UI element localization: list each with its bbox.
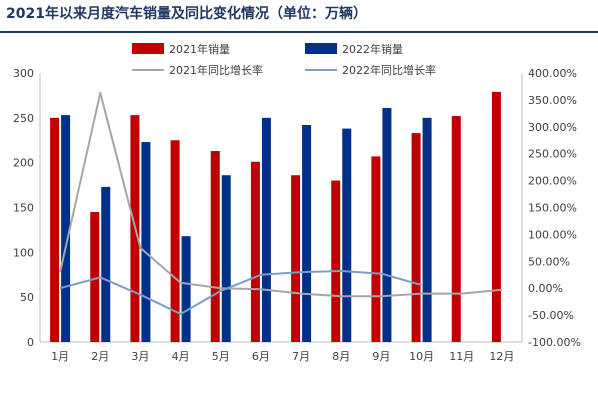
y-right-tick-label: 250.00% <box>528 148 577 161</box>
bar-2022 <box>261 117 271 342</box>
y-right-tick-label: 400.00% <box>528 67 577 80</box>
x-tick-label: 2月 <box>91 350 109 363</box>
title-divider <box>0 31 598 33</box>
y-right-tick-label: 50.00% <box>528 255 570 268</box>
legend-label: 2022年销量 <box>342 42 403 56</box>
y-right-tick-label: 300.00% <box>528 121 577 134</box>
y-right-tick-label: 100.00% <box>528 228 577 241</box>
chart-title: 2021年以来月度汽车销量及同比变化情况（单位：万辆） <box>6 6 367 22</box>
y-right-tick-label: 350.00% <box>528 94 577 107</box>
x-tick-label: 6月 <box>252 350 270 363</box>
bar-2022 <box>101 186 111 342</box>
bar-2022 <box>221 175 231 342</box>
y-left-tick-label: 250 <box>13 112 34 125</box>
y-right-tick-label: -50.00% <box>528 309 574 322</box>
y-right-tick-label: 0.00% <box>528 282 563 295</box>
bar-2022 <box>382 107 392 342</box>
bar-2021 <box>291 175 301 342</box>
legend-swatch-bar <box>305 43 337 54</box>
bar-2022 <box>342 128 352 342</box>
series-line-2021-growth <box>59 91 502 298</box>
y-left-tick-label: 100 <box>13 246 34 259</box>
series-line-2022-growth <box>59 270 422 315</box>
y-right-tick-label: -100.00% <box>528 336 581 349</box>
bar-2021 <box>451 116 461 342</box>
bar-2021 <box>250 161 260 342</box>
bar-2021 <box>371 156 381 342</box>
x-tick-label: 1月 <box>51 350 69 363</box>
x-tick-label: 3月 <box>131 350 149 363</box>
bar-2021 <box>411 133 421 342</box>
legend-label: 2021年同比增长率 <box>169 63 263 77</box>
x-tick-label: 9月 <box>372 350 390 363</box>
y-left-tick-label: 0 <box>27 336 34 349</box>
x-tick-label: 11月 <box>449 350 474 363</box>
y-right-tick-label: 200.00% <box>528 175 577 188</box>
bar-2021 <box>331 180 341 342</box>
y-left-tick-label: 150 <box>13 202 34 215</box>
x-tick-label: 12月 <box>489 350 514 363</box>
legend-label: 2021年销量 <box>169 42 230 56</box>
x-tick-label: 5月 <box>212 350 230 363</box>
y-left-tick-label: 300 <box>13 67 34 80</box>
bar-2021 <box>50 117 60 342</box>
bar-2022 <box>422 117 432 342</box>
bar-2021 <box>210 151 220 342</box>
y-right-tick-label: 150.00% <box>528 202 577 215</box>
bar-2022 <box>302 125 312 342</box>
bar-2022 <box>141 142 151 342</box>
legend-label: 2022年同比增长率 <box>342 63 436 77</box>
x-tick-label: 4月 <box>172 350 190 363</box>
bar-2022 <box>61 115 71 342</box>
bar-2021 <box>170 140 180 342</box>
x-tick-label: 8月 <box>332 350 350 363</box>
y-left-tick-label: 50 <box>20 291 34 304</box>
bar-2021 <box>491 91 501 342</box>
x-tick-label: 7月 <box>292 350 310 363</box>
y-left-tick-label: 200 <box>13 157 34 170</box>
legend-swatch-bar <box>132 43 164 54</box>
x-tick-label: 10月 <box>409 350 434 363</box>
bar-2022 <box>181 236 191 342</box>
bar-2021 <box>90 211 100 342</box>
